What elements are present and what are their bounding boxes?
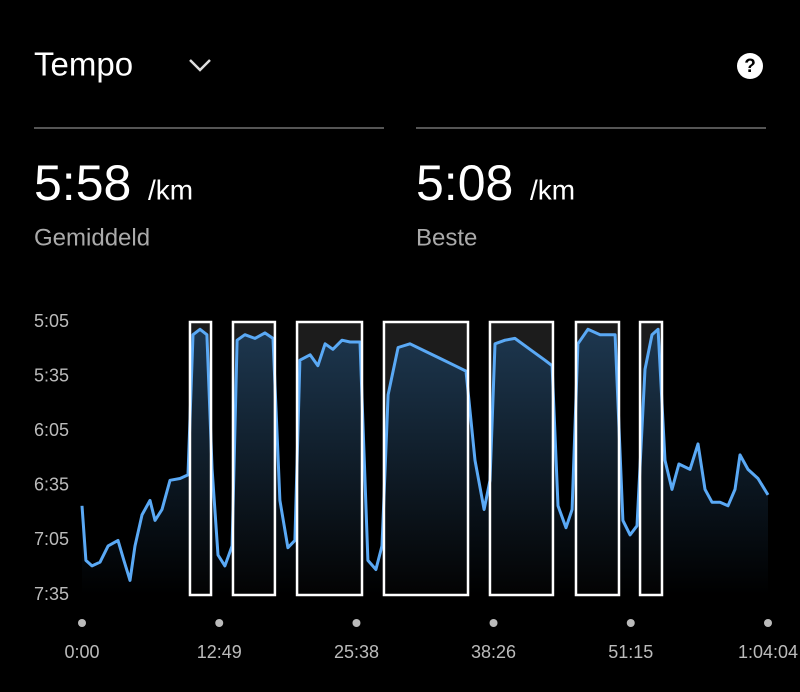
y-tick-label: 6:35	[34, 475, 69, 495]
interval-box	[188, 320, 213, 597]
x-tick-label: 0:00	[64, 642, 99, 662]
area	[82, 329, 768, 595]
x-tick-dot	[489, 619, 498, 627]
y-tick-label: 7:35	[34, 584, 69, 604]
x-tick-label: 51:15	[608, 642, 653, 662]
x-tick-label: 38:26	[471, 642, 516, 662]
x-tick-dot	[764, 619, 772, 627]
interval-box	[295, 320, 364, 597]
interval-box	[231, 320, 277, 597]
help-label[interactable]: ?	[744, 56, 756, 77]
y-tick-label: 5:35	[34, 365, 69, 385]
y-tick-label: 6:05	[34, 420, 69, 440]
title[interactable]: Tempo	[34, 46, 133, 83]
interval-box	[382, 320, 470, 597]
stat-unit: /km	[148, 174, 193, 205]
stat-value: 5:08	[416, 155, 513, 211]
interval-box	[574, 320, 621, 597]
line	[80, 327, 770, 582]
x-tick-dot	[215, 619, 224, 627]
stat-label: Gemiddeld	[34, 224, 150, 251]
stat-value: 5:58	[34, 155, 131, 211]
y-tick-label: 5:05	[34, 311, 69, 331]
stat-label: Beste	[416, 224, 477, 251]
dropdown-chevron[interactable]	[189, 59, 211, 72]
stat-unit: /km	[530, 174, 575, 205]
x-tick-dot	[352, 619, 361, 627]
x-tick-label: 25:38	[334, 642, 379, 662]
chart: 5:05 5:35 6:05 6:35 7:05 7:35 0:00 12:49 25:38 38…	[34, 311, 798, 662]
interval-box	[488, 320, 555, 597]
x-tick-label: 1:04:04	[738, 642, 798, 662]
x-tick-dot	[626, 619, 635, 627]
x-tick-label: 12:49	[197, 642, 242, 662]
x-tick-dot	[78, 619, 86, 627]
y-tick-label: 7:05	[34, 529, 69, 549]
help-button[interactable]	[737, 53, 763, 79]
interval-box	[638, 320, 664, 597]
